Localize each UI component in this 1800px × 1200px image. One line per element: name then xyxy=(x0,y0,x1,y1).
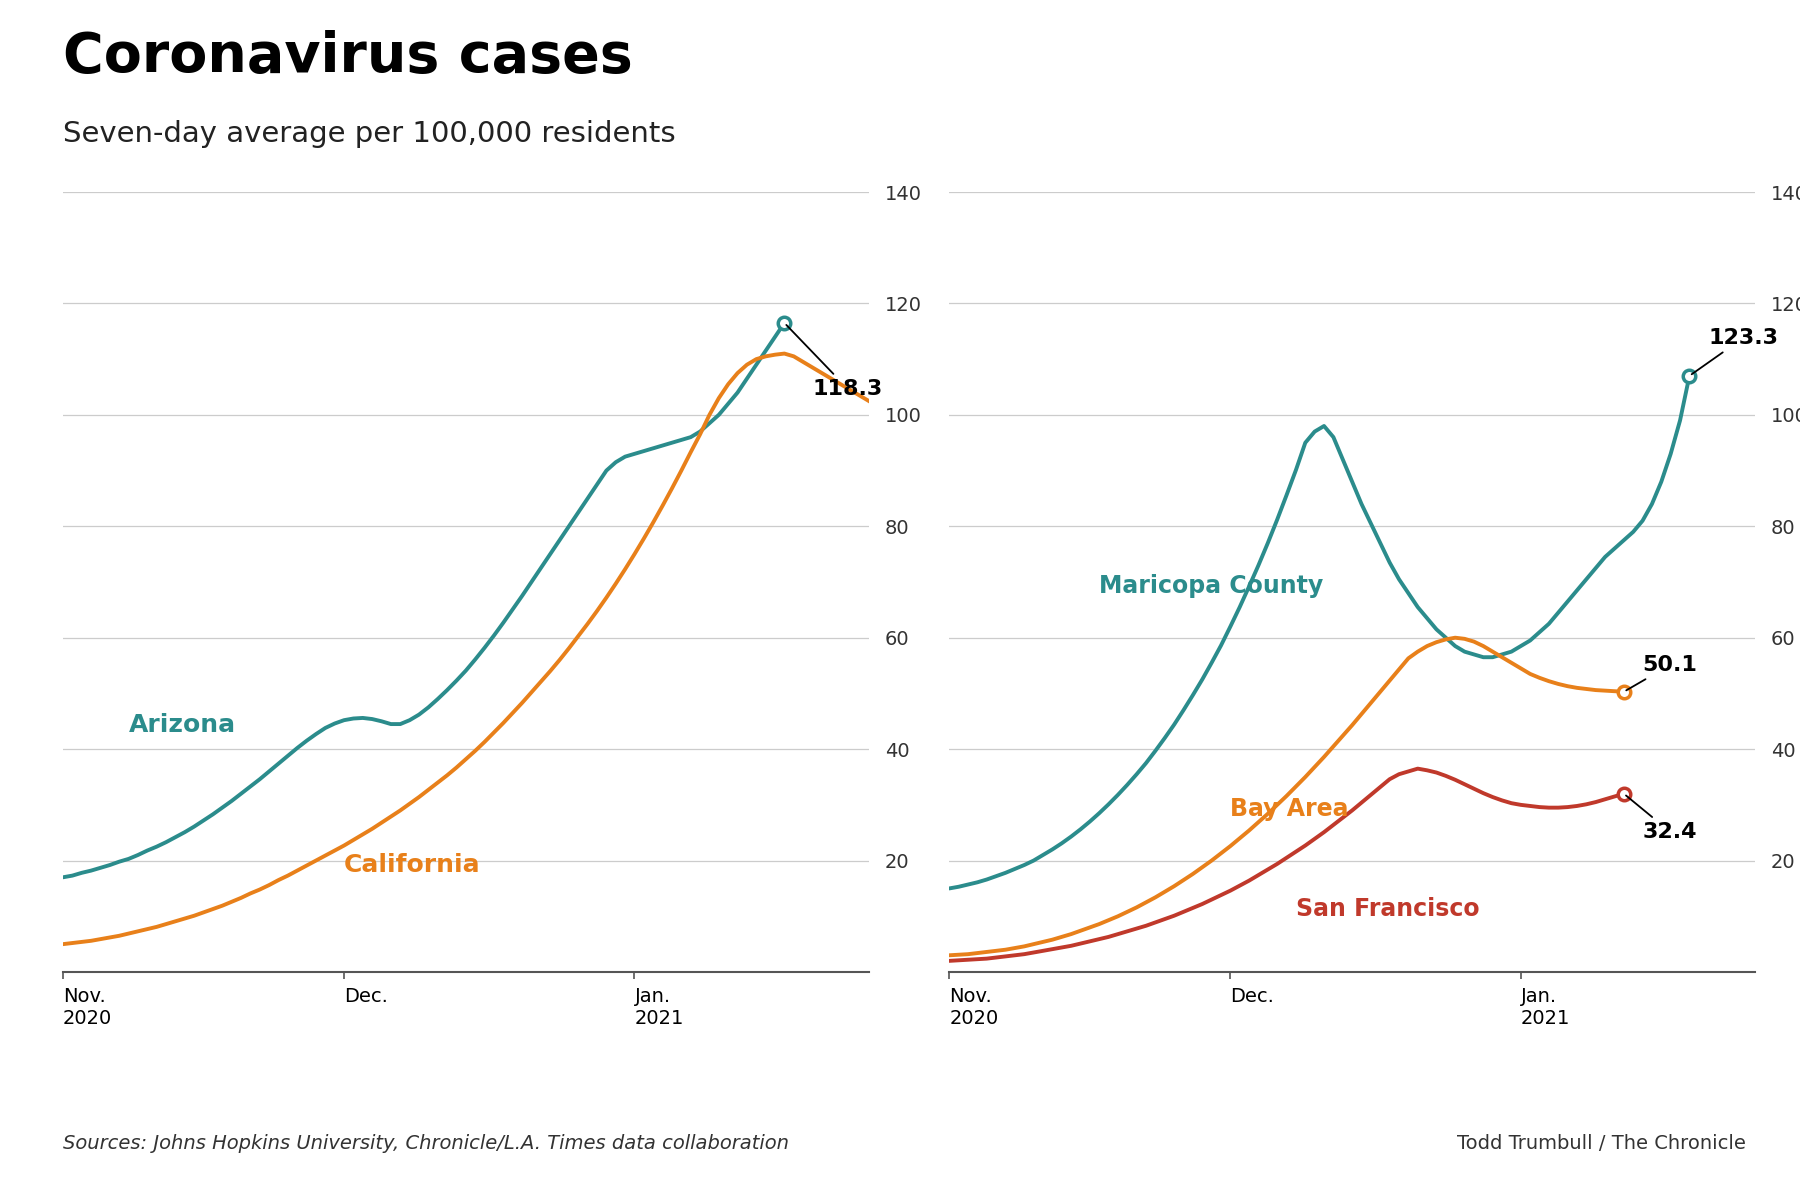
Text: Bay Area: Bay Area xyxy=(1231,797,1348,821)
Text: Seven-day average per 100,000 residents: Seven-day average per 100,000 residents xyxy=(63,120,675,148)
Text: Maricopa County: Maricopa County xyxy=(1100,574,1323,598)
Text: 123.3: 123.3 xyxy=(1692,328,1778,374)
Text: Arizona: Arizona xyxy=(128,714,236,738)
Text: California: California xyxy=(344,853,481,877)
Text: Todd Trumbull / The Chronicle: Todd Trumbull / The Chronicle xyxy=(1458,1134,1746,1153)
Text: Coronavirus cases: Coronavirus cases xyxy=(63,30,634,84)
Text: Sources: Johns Hopkins University, Chronicle/L.A. Times data collaboration: Sources: Johns Hopkins University, Chron… xyxy=(63,1134,788,1153)
Text: San Francisco: San Francisco xyxy=(1296,898,1480,922)
Text: 32.4: 32.4 xyxy=(1625,796,1697,841)
Text: 50.1: 50.1 xyxy=(1625,655,1697,690)
Text: 118.3: 118.3 xyxy=(787,325,882,398)
